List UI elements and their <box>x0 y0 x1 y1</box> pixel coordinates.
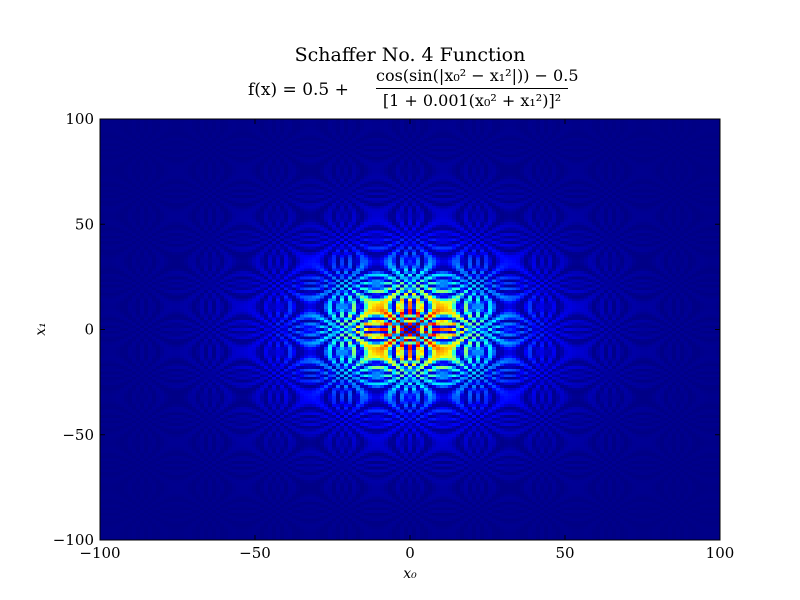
axis-ticks: −100 −50 0 50 100 −100 −50 0 50 100 <box>53 110 735 562</box>
y-tick-label: 100 <box>65 110 94 128</box>
y-tick-label: −100 <box>53 531 94 549</box>
formula-denominator: [1 + 0.001(x₀² + x₁²)]² <box>382 91 562 110</box>
y-axis-label: x₁ <box>33 322 49 336</box>
heatmap-image <box>100 119 720 540</box>
x-tick-label: −50 <box>239 544 271 562</box>
formula-lhs: f(x) = 0.5 + <box>248 80 349 100</box>
chart-title: Schaffer No. 4 Function <box>294 44 526 66</box>
y-tick-label: 0 <box>84 321 94 339</box>
x-tick-label: 0 <box>405 544 415 562</box>
x-tick-label: −100 <box>79 544 120 562</box>
y-tick-label: −50 <box>62 426 94 444</box>
chart-subtitle-formula: f(x) = 0.5 + cos(sin(|x₀² − x₁²|)) − 0.5… <box>248 66 579 118</box>
formula-numerator: cos(sin(|x₀² − x₁²|)) − 0.5 <box>376 66 579 85</box>
x-axis-label: x₀ <box>403 566 417 582</box>
heatmap <box>100 119 720 540</box>
x-tick-label: 100 <box>706 544 735 562</box>
formula-fraction: cos(sin(|x₀² − x₁²|)) − 0.5 [1 + 0.001(x… <box>376 66 579 111</box>
fraction-bar <box>376 88 568 89</box>
y-tick-label: 50 <box>75 215 94 233</box>
x-tick-label: 50 <box>555 544 574 562</box>
